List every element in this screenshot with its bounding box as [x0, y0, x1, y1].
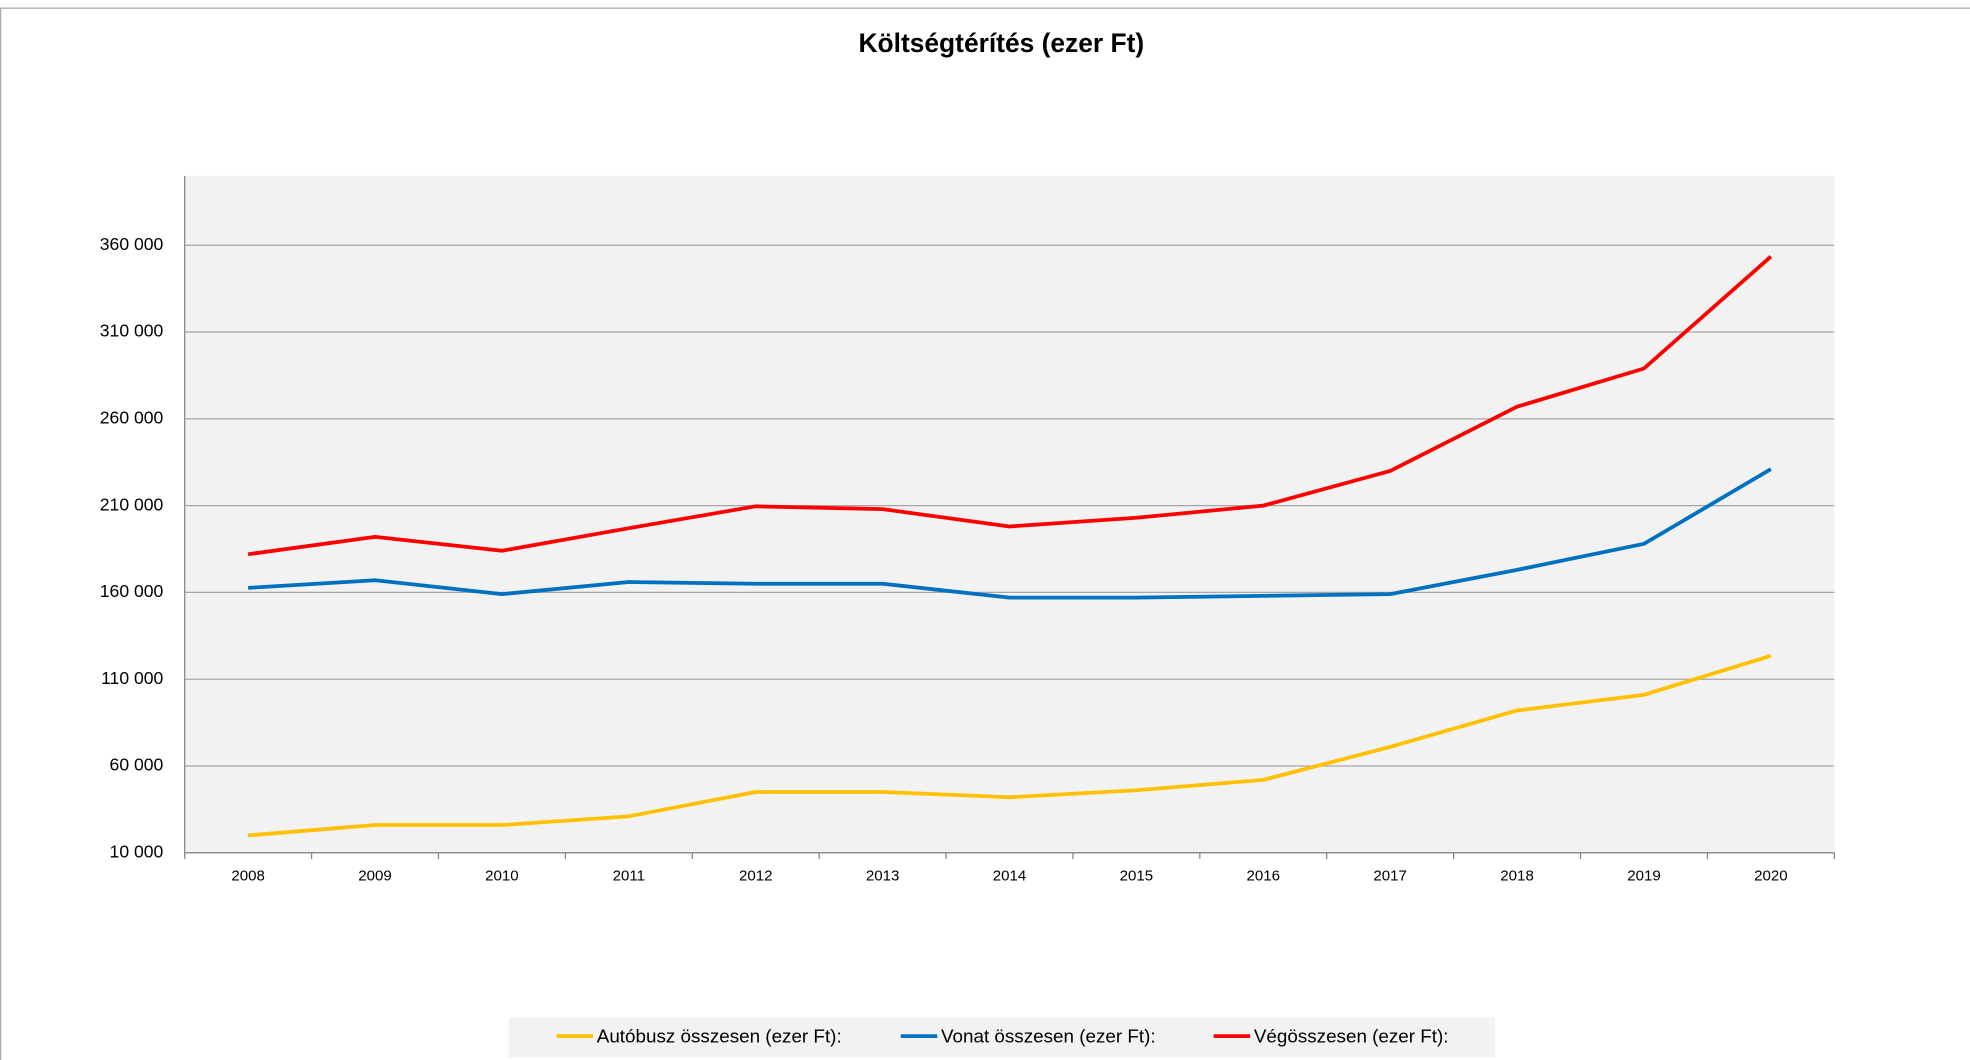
x-tick-label: 2008	[231, 868, 265, 885]
x-tick-label: 2009	[358, 868, 392, 885]
x-tick-label: 2014	[993, 868, 1027, 885]
x-tick-label: 2010	[485, 868, 519, 885]
x-tick-label: 2011	[613, 868, 645, 885]
x-tick-label: 2012	[739, 868, 773, 885]
series-line	[247, 255, 1773, 557]
y-tick-label: 310 000	[100, 321, 164, 341]
x-tick-label: 2016	[1247, 868, 1281, 885]
y-tick-label: 360 000	[100, 234, 164, 254]
plot-area	[184, 175, 1835, 853]
y-tick-label: 60 000	[110, 755, 164, 775]
series-line	[248, 467, 1772, 600]
y-tick-label: 110 000	[101, 668, 163, 688]
y-tick-label: 260 000	[100, 407, 164, 427]
legend-label: Autóbusz összesen (ezer Ft):	[597, 1025, 842, 1046]
y-tick-label: 10 000	[110, 841, 164, 861]
x-tick-label: 2019	[1627, 868, 1661, 885]
series-line	[247, 653, 1772, 838]
x-tick-label: 2017	[1373, 868, 1407, 885]
legend-label: Vonat összesen (ezer Ft):	[941, 1025, 1156, 1046]
y-tick-label: 210 000	[100, 494, 164, 514]
x-tick-label: 2018	[1500, 868, 1534, 885]
x-tick-label: 2013	[866, 868, 900, 885]
y-tick-label: 160 000	[100, 581, 164, 601]
x-tick-label: 2015	[1120, 868, 1154, 885]
chart-title: Költségtérítés (ezer Ft)	[858, 28, 1144, 58]
legend-label: Végösszesen (ezer Ft):	[1254, 1025, 1449, 1046]
x-tick-label: 2020	[1754, 868, 1788, 885]
legend	[508, 1017, 1496, 1058]
